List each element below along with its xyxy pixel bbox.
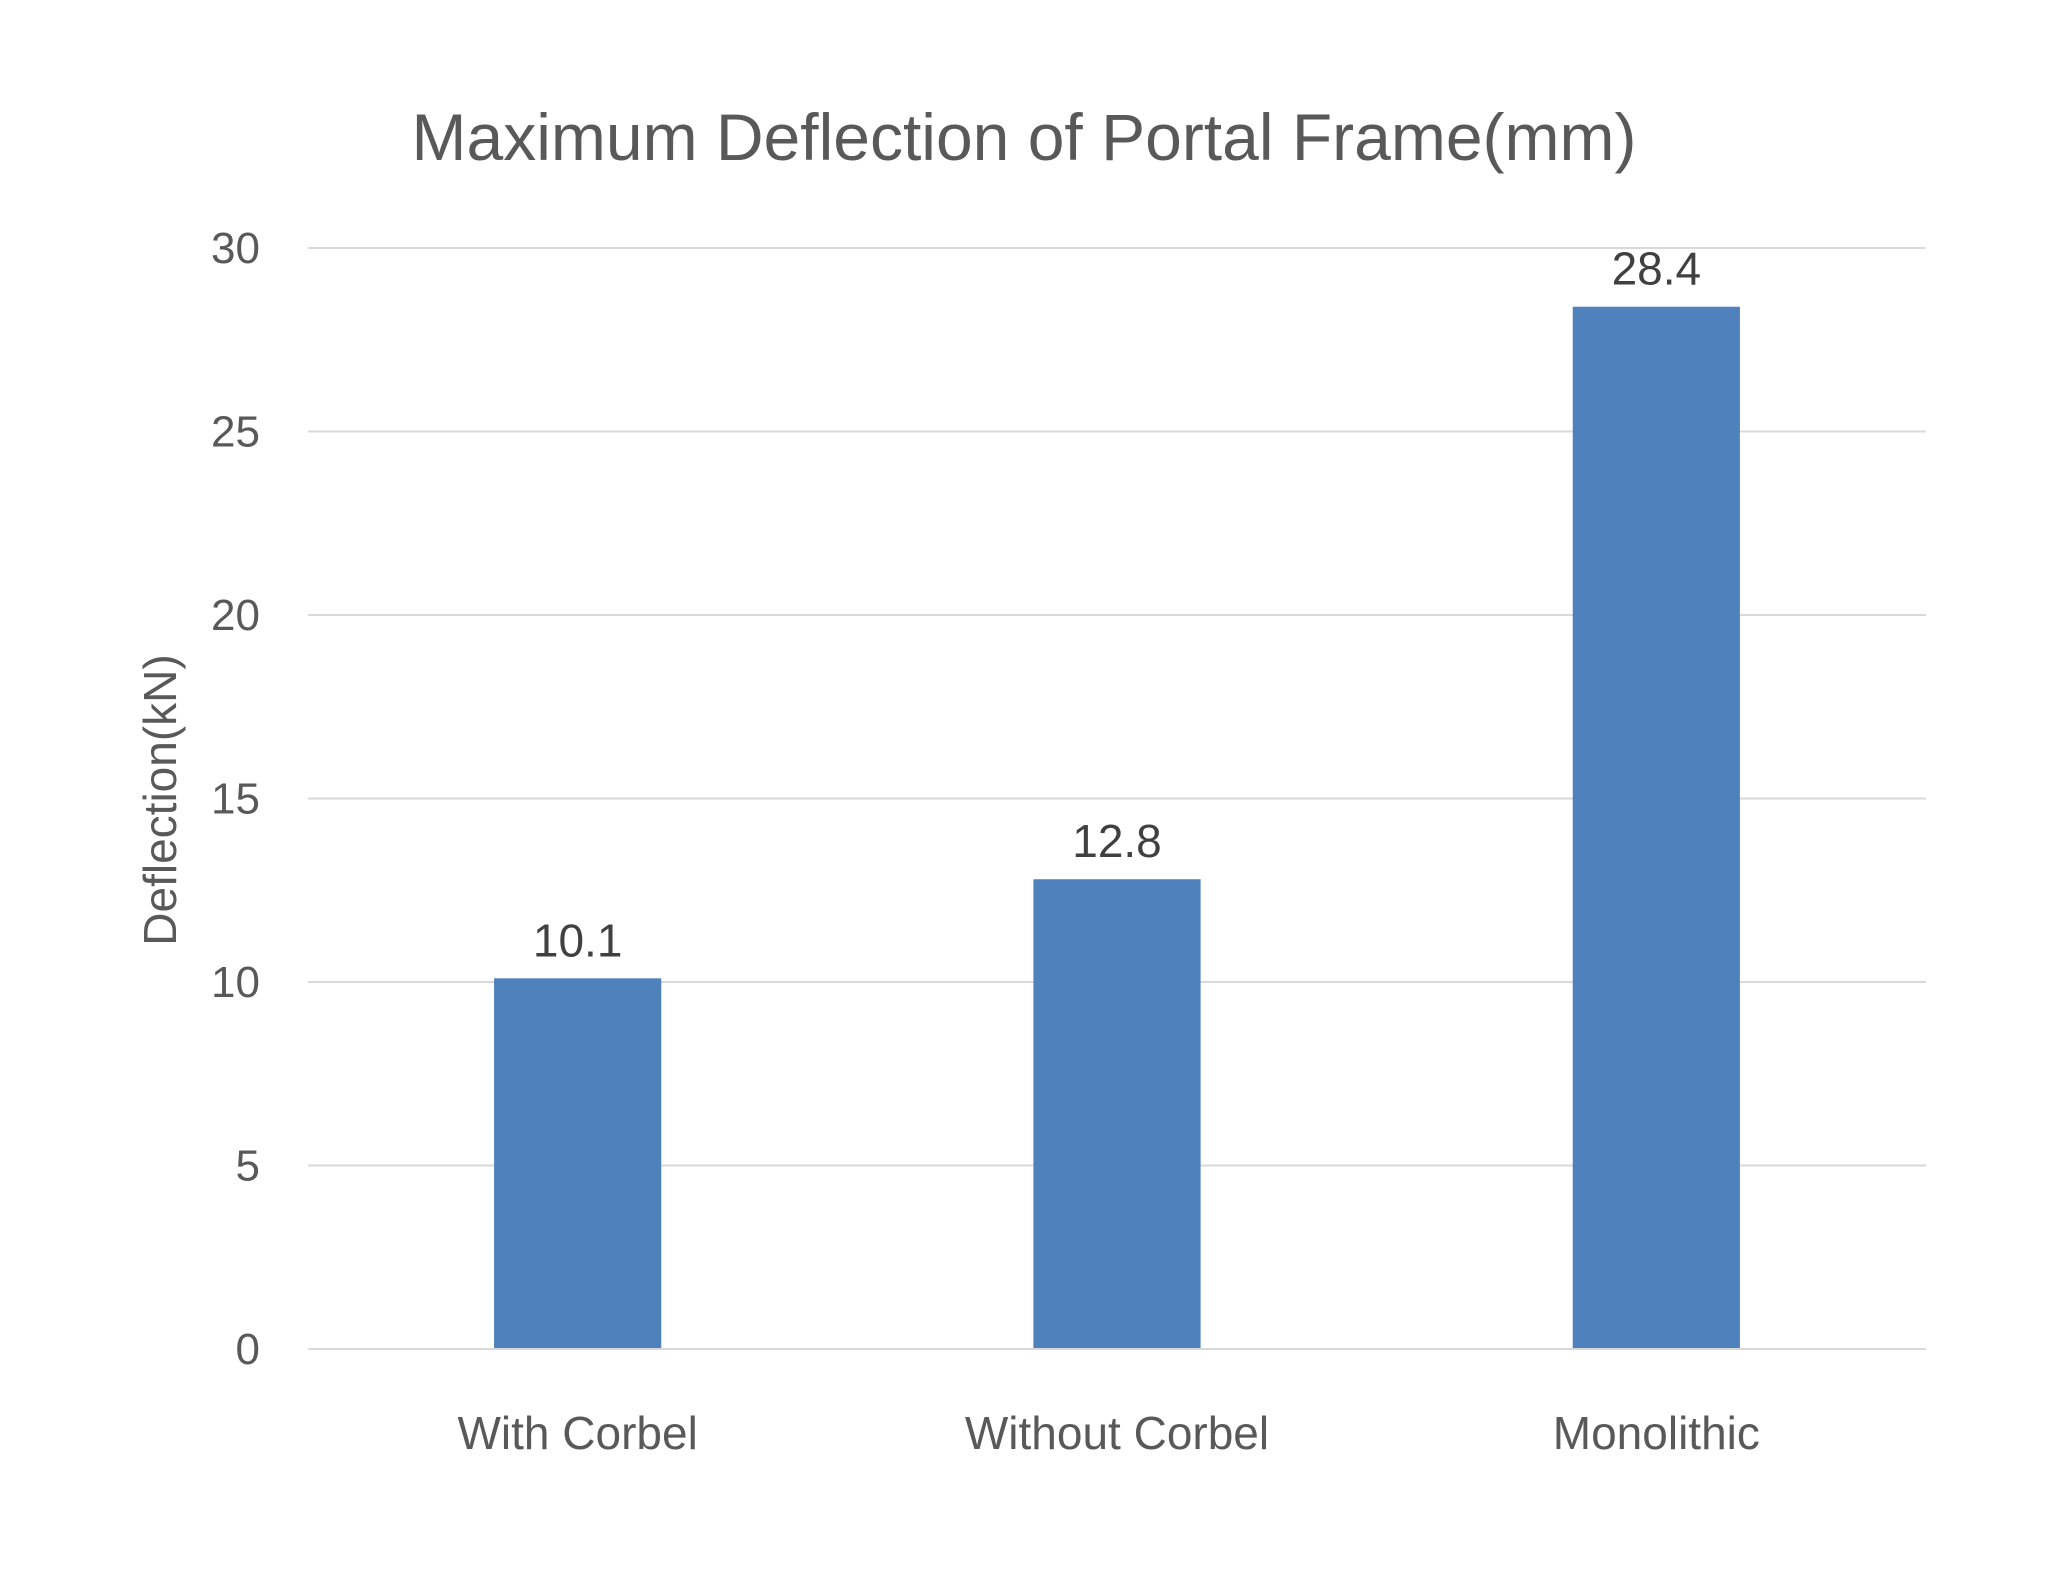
- bars: [494, 306, 1740, 1350]
- y-tick-label: 5: [236, 1142, 260, 1191]
- y-tick-labels: 0 5 10 15 20 25 30: [211, 224, 260, 1374]
- bar-2: [1033, 879, 1201, 1349]
- bar-3: [1572, 306, 1740, 1350]
- category-labels: With Corbel Without Corbel Monolithic: [458, 1407, 1760, 1459]
- category-label-3: Monolithic: [1553, 1407, 1760, 1459]
- category-label-2: Without Corbel: [965, 1407, 1269, 1459]
- y-tick-label: 15: [211, 775, 260, 824]
- category-label-1: With Corbel: [458, 1407, 698, 1459]
- y-tick-label: 20: [211, 591, 260, 640]
- data-label-1: 10.1: [533, 914, 623, 966]
- y-tick-label: 25: [211, 408, 260, 457]
- y-axis-title: Deflection(kN): [134, 654, 186, 945]
- y-tick-label: 0: [236, 1325, 260, 1374]
- data-label-2: 12.8: [1072, 815, 1162, 867]
- y-tick-label: 30: [211, 224, 260, 273]
- data-label-3: 28.4: [1612, 243, 1702, 295]
- data-labels: 10.1 12.8 28.4: [533, 243, 1701, 967]
- bar-1: [494, 978, 662, 1349]
- y-tick-label: 10: [211, 958, 260, 1007]
- chart-title: Maximum Deflection of Portal Frame(mm): [412, 100, 1637, 174]
